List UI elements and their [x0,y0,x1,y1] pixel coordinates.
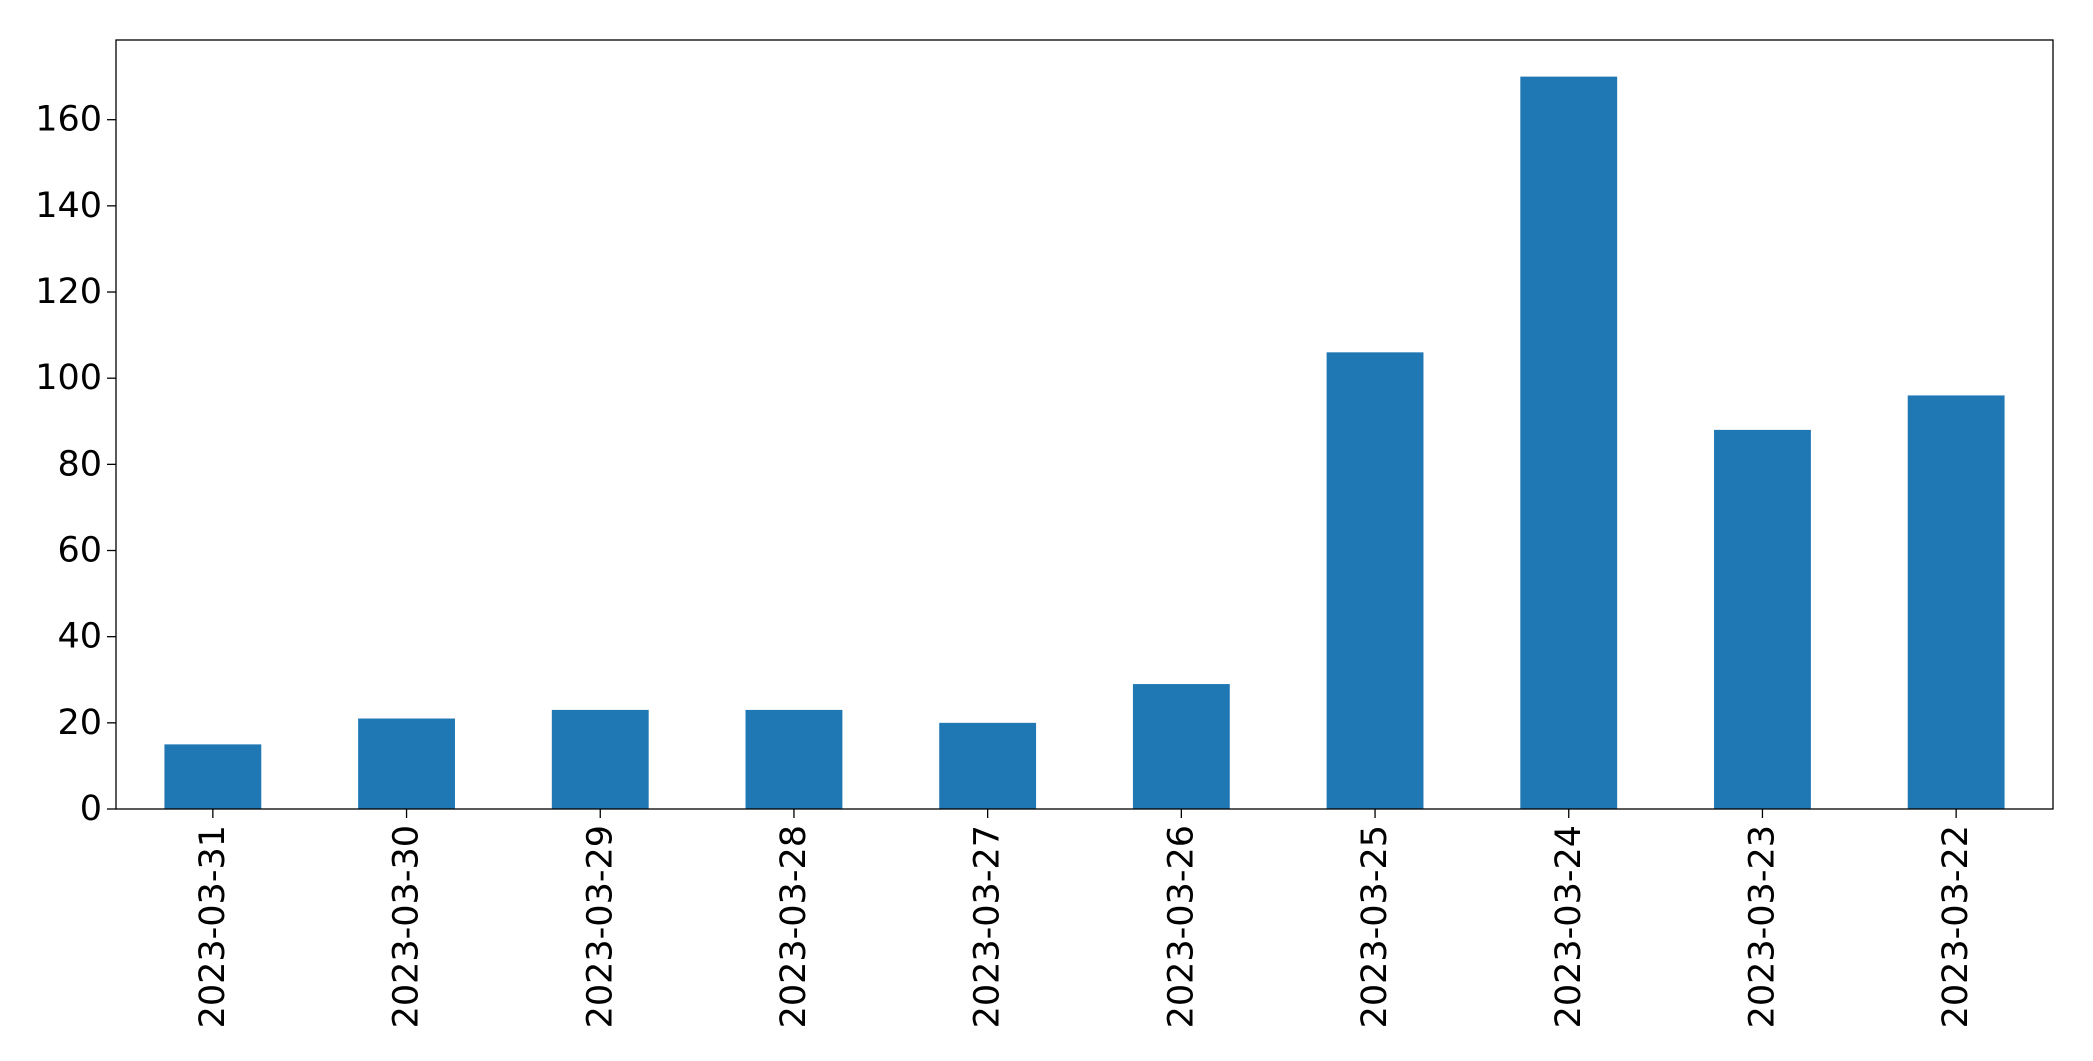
x-tick-label: 2023-03-25 [1355,825,1395,1028]
x-tick-label: 2023-03-31 [193,825,233,1028]
x-tick-label: 2023-03-22 [1936,825,1976,1028]
bar [1326,352,1424,809]
bar [1714,429,1811,809]
y-tick-label: 20 [57,703,102,743]
x-tick-label: 2023-03-27 [968,825,1008,1028]
x-tick-label: 2023-03-26 [1161,825,1201,1028]
bar [939,722,1037,809]
y-tick-label: 120 [35,272,102,312]
y-tick-label: 80 [57,444,102,484]
plot-frame [115,39,2054,810]
y-tick-label: 60 [57,531,102,571]
bar [164,744,262,809]
y-tick-label: 100 [35,358,102,398]
y-tick-label: 40 [57,617,102,657]
bar [1907,395,2005,809]
y-tick-label: 140 [35,186,102,226]
x-tick-label: 2023-03-24 [1549,825,1589,1028]
bar [1520,76,1618,810]
y-tick-label: 0 [80,789,102,829]
bar [1132,684,1230,809]
y-tick-label: 160 [35,100,102,140]
x-tick-label: 2023-03-23 [1742,825,1782,1028]
bar [551,709,649,809]
bar [745,709,843,809]
x-tick-label: 2023-03-28 [774,825,814,1028]
x-tick-label: 2023-03-29 [580,825,620,1028]
x-tick-label: 2023-03-30 [387,825,427,1028]
bar [358,718,455,809]
